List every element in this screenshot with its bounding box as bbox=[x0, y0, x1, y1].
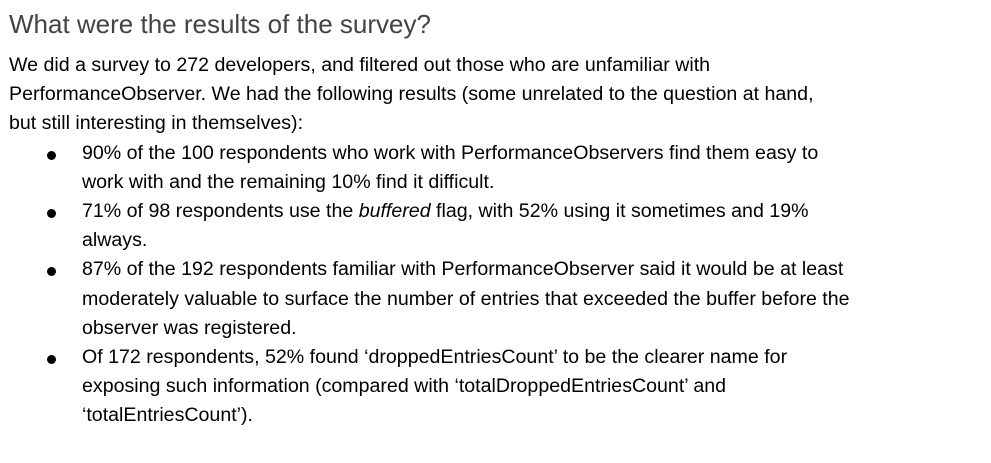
bullet-icon bbox=[47, 267, 56, 277]
intro-line: PerformanceObserver. We had the followin… bbox=[9, 83, 814, 106]
list-item-line: moderately valuable to surface the numbe… bbox=[82, 287, 850, 310]
list-item: 90% of the 100 respondents who work with… bbox=[9, 139, 984, 197]
section-heading: What were the results of the survey? bbox=[9, 9, 431, 39]
results-list: 90% of the 100 respondents who work with… bbox=[9, 139, 984, 431]
list-item-line: Of 172 respondents, 52% found ‘droppedEn… bbox=[82, 346, 788, 369]
list-item-line: observer was registered. bbox=[82, 316, 297, 339]
intro-line: We did a survey to 272 developers, and f… bbox=[9, 54, 711, 76]
list-item: 71% of 98 respondents use the buffered f… bbox=[9, 197, 984, 255]
list-item-line: work with and the remaining 10% find it … bbox=[82, 170, 495, 193]
intro-paragraph: We did a survey to 272 developers, and f… bbox=[9, 51, 984, 139]
italic-term: buffered bbox=[358, 200, 431, 223]
list-item: 87% of the 192 respondents familiar with… bbox=[9, 255, 984, 343]
list-item-line: ‘totalEntriesCount’). bbox=[82, 404, 253, 427]
bullet-icon bbox=[47, 355, 56, 365]
bullet-icon bbox=[47, 150, 56, 160]
document: What were the results of the survey? We … bbox=[9, 0, 984, 431]
list-item-line: 87% of the 192 respondents familiar with… bbox=[82, 258, 844, 281]
bullet-icon bbox=[47, 209, 56, 219]
list-item: Of 172 respondents, 52% found ‘droppedEn… bbox=[9, 343, 984, 431]
intro-line: but still interesting in themselves): bbox=[9, 112, 304, 135]
list-item-line: 90% of the 100 respondents who work with… bbox=[82, 141, 819, 164]
list-item-line: 71% of 98 respondents use the buffered f… bbox=[82, 197, 984, 226]
list-item-line: exposing such information (compared with… bbox=[82, 375, 727, 398]
list-item-text: flag, with 52% using it sometimes and 19… bbox=[430, 200, 809, 223]
list-item-line: always. bbox=[82, 229, 148, 252]
list-item-text: 71% of 98 respondents use the bbox=[82, 200, 359, 223]
